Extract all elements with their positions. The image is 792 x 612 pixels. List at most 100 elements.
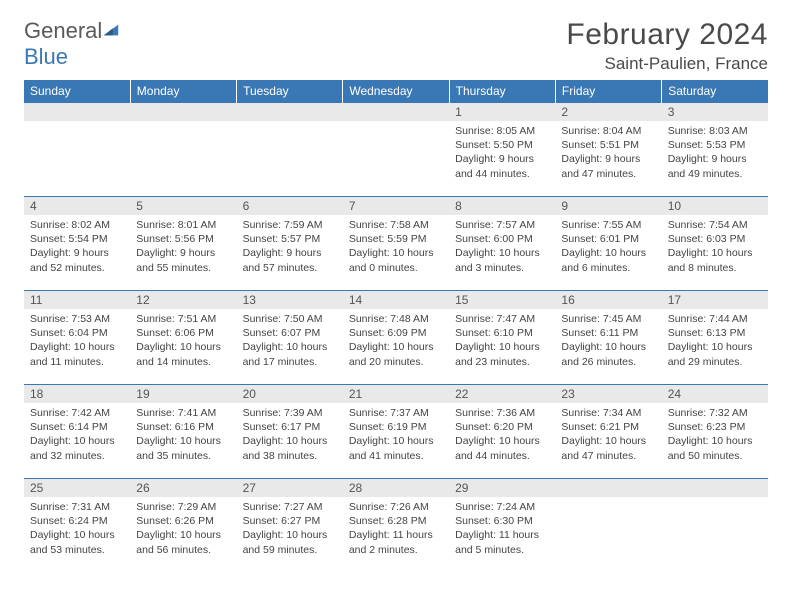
sunrise-text: Sunrise: 7:36 AM <box>455 406 549 420</box>
day-details: Sunrise: 7:48 AMSunset: 6:09 PMDaylight:… <box>343 309 449 373</box>
day-number <box>662 479 768 497</box>
day-number <box>237 103 343 121</box>
day-number: 8 <box>449 197 555 215</box>
calendar-day-cell: 13Sunrise: 7:50 AMSunset: 6:07 PMDayligh… <box>237 291 343 379</box>
sunrise-text: Sunrise: 7:58 AM <box>349 218 443 232</box>
weekday-header: Sunday <box>24 80 130 103</box>
daylight-text: and 56 minutes. <box>136 543 230 557</box>
weekday-header: Monday <box>130 80 236 103</box>
sunset-text: Sunset: 6:26 PM <box>136 514 230 528</box>
sunset-text: Sunset: 6:27 PM <box>243 514 337 528</box>
daylight-text: and 11 minutes. <box>30 355 124 369</box>
calendar-day-cell: 5Sunrise: 8:01 AMSunset: 5:56 PMDaylight… <box>130 197 236 285</box>
sunset-text: Sunset: 5:54 PM <box>30 232 124 246</box>
calendar-day-cell: 2Sunrise: 8:04 AMSunset: 5:51 PMDaylight… <box>555 103 661 191</box>
sunrise-text: Sunrise: 7:44 AM <box>668 312 762 326</box>
sunrise-text: Sunrise: 7:26 AM <box>349 500 443 514</box>
sunrise-text: Sunrise: 7:29 AM <box>136 500 230 514</box>
weekday-header: Wednesday <box>343 80 449 103</box>
calendar-day-cell: 18Sunrise: 7:42 AMSunset: 6:14 PMDayligh… <box>24 385 130 473</box>
day-details: Sunrise: 7:47 AMSunset: 6:10 PMDaylight:… <box>449 309 555 373</box>
calendar-day-cell: 8Sunrise: 7:57 AMSunset: 6:00 PMDaylight… <box>449 197 555 285</box>
day-number: 19 <box>130 385 236 403</box>
location-text: Saint-Paulien, France <box>566 54 768 74</box>
sunset-text: Sunset: 6:20 PM <box>455 420 549 434</box>
sunrise-text: Sunrise: 7:47 AM <box>455 312 549 326</box>
day-number: 4 <box>24 197 130 215</box>
calendar-day-cell: 12Sunrise: 7:51 AMSunset: 6:06 PMDayligh… <box>130 291 236 379</box>
day-number: 6 <box>237 197 343 215</box>
sunset-text: Sunset: 6:21 PM <box>561 420 655 434</box>
calendar-day-cell: 24Sunrise: 7:32 AMSunset: 6:23 PMDayligh… <box>662 385 768 473</box>
daylight-text: and 44 minutes. <box>455 449 549 463</box>
calendar-day-cell: 21Sunrise: 7:37 AMSunset: 6:19 PMDayligh… <box>343 385 449 473</box>
sunrise-text: Sunrise: 8:03 AM <box>668 124 762 138</box>
calendar-day-cell: 10Sunrise: 7:54 AMSunset: 6:03 PMDayligh… <box>662 197 768 285</box>
daylight-text: Daylight: 10 hours <box>243 528 337 542</box>
day-details: Sunrise: 8:02 AMSunset: 5:54 PMDaylight:… <box>24 215 130 279</box>
daylight-text: and 14 minutes. <box>136 355 230 369</box>
calendar-day-cell: 6Sunrise: 7:59 AMSunset: 5:57 PMDaylight… <box>237 197 343 285</box>
daylight-text: Daylight: 10 hours <box>136 528 230 542</box>
sunrise-text: Sunrise: 7:51 AM <box>136 312 230 326</box>
weekday-header: Friday <box>555 80 661 103</box>
day-details: Sunrise: 7:53 AMSunset: 6:04 PMDaylight:… <box>24 309 130 373</box>
sunrise-text: Sunrise: 7:50 AM <box>243 312 337 326</box>
day-details <box>237 121 343 128</box>
calendar-day-cell: 15Sunrise: 7:47 AMSunset: 6:10 PMDayligh… <box>449 291 555 379</box>
daylight-text: and 35 minutes. <box>136 449 230 463</box>
sunrise-text: Sunrise: 7:57 AM <box>455 218 549 232</box>
daylight-text: Daylight: 11 hours <box>349 528 443 542</box>
daylight-text: Daylight: 10 hours <box>561 340 655 354</box>
day-details: Sunrise: 7:54 AMSunset: 6:03 PMDaylight:… <box>662 215 768 279</box>
daylight-text: Daylight: 11 hours <box>455 528 549 542</box>
day-number: 25 <box>24 479 130 497</box>
sunrise-text: Sunrise: 7:32 AM <box>668 406 762 420</box>
sunrise-text: Sunrise: 8:01 AM <box>136 218 230 232</box>
daylight-text: and 49 minutes. <box>668 167 762 181</box>
daylight-text: and 2 minutes. <box>349 543 443 557</box>
day-details: Sunrise: 7:50 AMSunset: 6:07 PMDaylight:… <box>237 309 343 373</box>
calendar-day-cell: 11Sunrise: 7:53 AMSunset: 6:04 PMDayligh… <box>24 291 130 379</box>
daylight-text: and 32 minutes. <box>30 449 124 463</box>
day-details: Sunrise: 8:05 AMSunset: 5:50 PMDaylight:… <box>449 121 555 185</box>
daylight-text: Daylight: 10 hours <box>668 246 762 260</box>
calendar-day-cell: 16Sunrise: 7:45 AMSunset: 6:11 PMDayligh… <box>555 291 661 379</box>
sunset-text: Sunset: 6:19 PM <box>349 420 443 434</box>
calendar-day-cell <box>555 479 661 567</box>
sunset-text: Sunset: 5:59 PM <box>349 232 443 246</box>
sunrise-text: Sunrise: 7:59 AM <box>243 218 337 232</box>
daylight-text: Daylight: 10 hours <box>349 434 443 448</box>
day-number: 1 <box>449 103 555 121</box>
calendar-day-cell <box>237 103 343 191</box>
daylight-text: and 3 minutes. <box>455 261 549 275</box>
daylight-text: and 57 minutes. <box>243 261 337 275</box>
brand-logo: General Blue <box>24 18 120 70</box>
day-number: 14 <box>343 291 449 309</box>
header: General Blue February 2024 Saint-Paulien… <box>24 18 768 74</box>
day-details: Sunrise: 7:57 AMSunset: 6:00 PMDaylight:… <box>449 215 555 279</box>
flag-icon <box>102 22 120 38</box>
day-number: 29 <box>449 479 555 497</box>
sunrise-text: Sunrise: 7:39 AM <box>243 406 337 420</box>
sunset-text: Sunset: 5:53 PM <box>668 138 762 152</box>
daylight-text: and 17 minutes. <box>243 355 337 369</box>
sunrise-text: Sunrise: 8:02 AM <box>30 218 124 232</box>
daylight-text: Daylight: 10 hours <box>30 434 124 448</box>
sunset-text: Sunset: 6:10 PM <box>455 326 549 340</box>
daylight-text: Daylight: 10 hours <box>243 340 337 354</box>
daylight-text: Daylight: 9 hours <box>243 246 337 260</box>
calendar-week-row: 4Sunrise: 8:02 AMSunset: 5:54 PMDaylight… <box>24 197 768 285</box>
day-details: Sunrise: 7:58 AMSunset: 5:59 PMDaylight:… <box>343 215 449 279</box>
day-details: Sunrise: 7:32 AMSunset: 6:23 PMDaylight:… <box>662 403 768 467</box>
sunrise-text: Sunrise: 7:54 AM <box>668 218 762 232</box>
calendar-day-cell <box>343 103 449 191</box>
weekday-header: Thursday <box>449 80 555 103</box>
daylight-text: Daylight: 10 hours <box>136 434 230 448</box>
day-number: 10 <box>662 197 768 215</box>
calendar-day-cell <box>130 103 236 191</box>
calendar-day-cell: 17Sunrise: 7:44 AMSunset: 6:13 PMDayligh… <box>662 291 768 379</box>
calendar-table: SundayMondayTuesdayWednesdayThursdayFrid… <box>24 80 768 567</box>
day-details: Sunrise: 7:36 AMSunset: 6:20 PMDaylight:… <box>449 403 555 467</box>
daylight-text: Daylight: 10 hours <box>349 246 443 260</box>
